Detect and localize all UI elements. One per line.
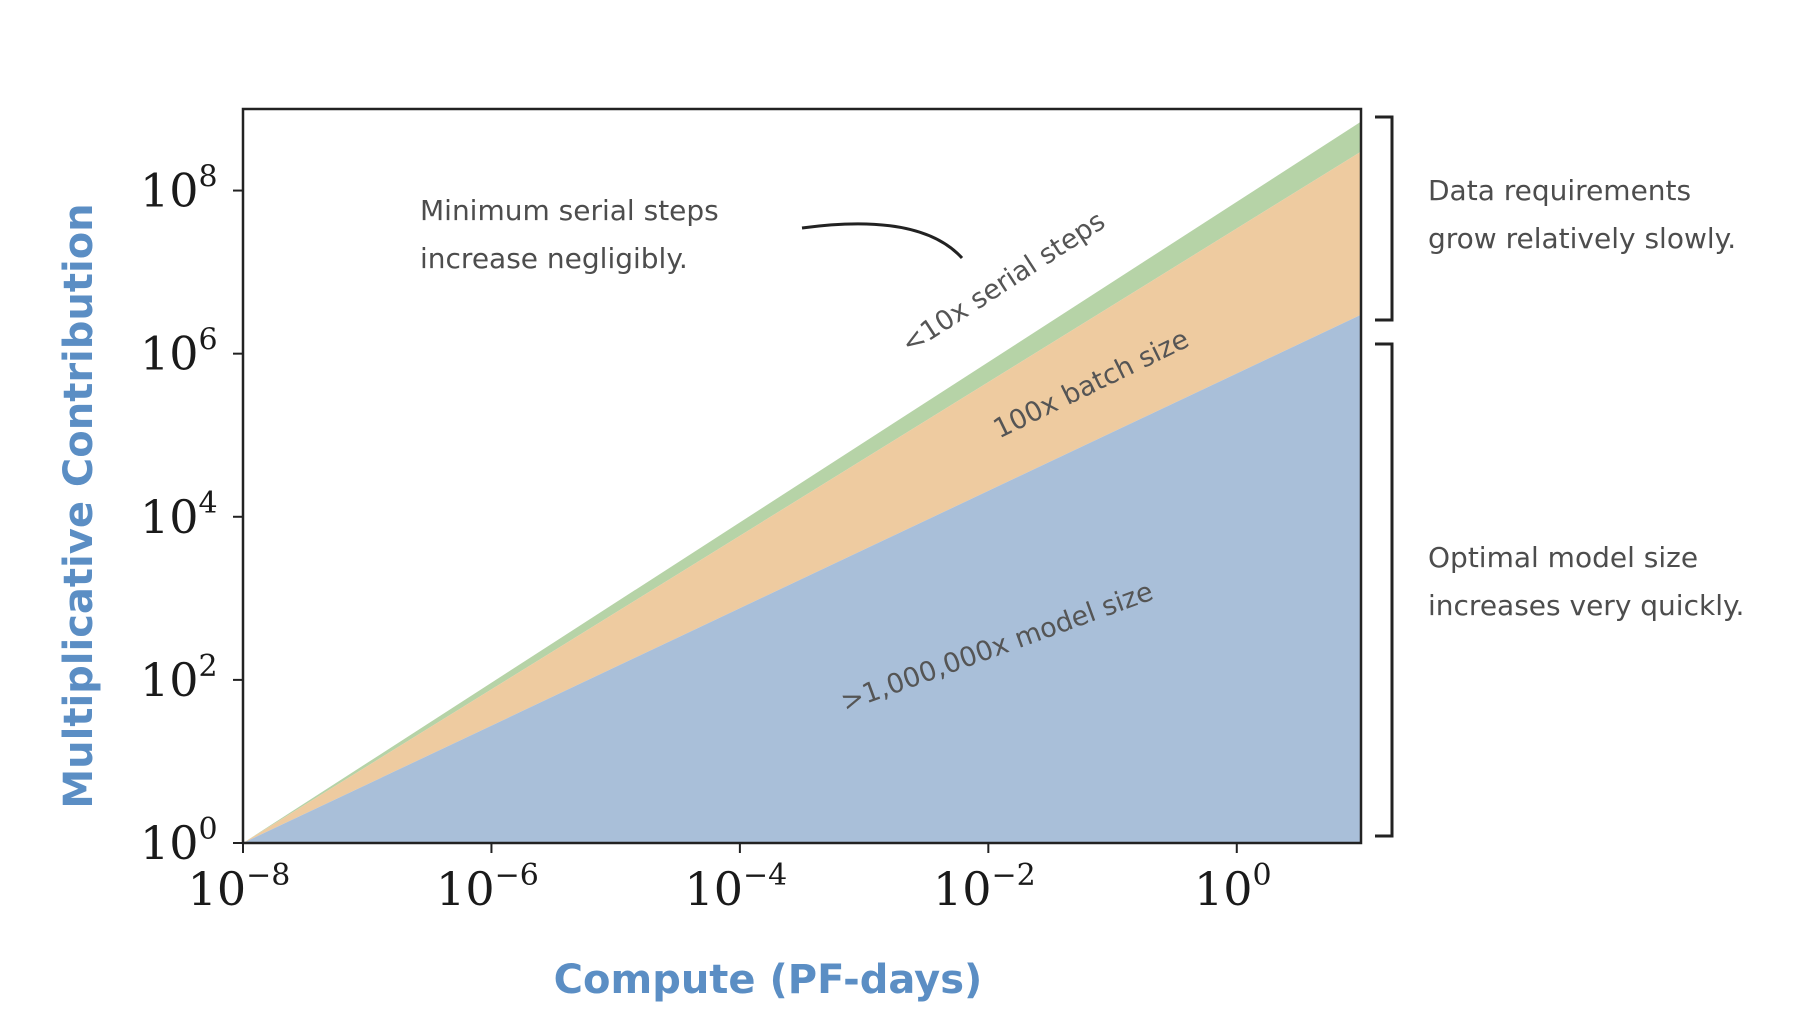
tick-layer: 10−8 10−6 10−4 10−2 100 100 102 104 106 108 bbox=[140, 160, 1272, 916]
annotation-data-note: Data requirements grow relatively slowly. bbox=[1428, 174, 1736, 255]
x-tick-label: 10−2 bbox=[933, 858, 1036, 916]
x-tick-label: 10−6 bbox=[436, 858, 539, 916]
y-tick-label: 108 bbox=[140, 160, 218, 218]
y-tick-label: 102 bbox=[140, 649, 218, 707]
plot-frame bbox=[241, 107, 1363, 845]
annotation-model-note: Optimal model size increases very quickly… bbox=[1428, 541, 1744, 622]
x-tick-label: 100 bbox=[1194, 858, 1272, 916]
y-axis-title: Multiplicative Contribution bbox=[56, 203, 102, 808]
annotation-serial-note: Minimum serial steps increase negligibly. bbox=[420, 194, 719, 275]
x-tick-label: 10−4 bbox=[684, 858, 787, 916]
bracket-data bbox=[1375, 115, 1394, 322]
y-tick-label: 100 bbox=[140, 812, 218, 870]
bracket-model bbox=[1375, 342, 1394, 838]
x-axis-title: Compute (PF-days) bbox=[554, 957, 983, 1003]
pointer-curve bbox=[801, 222, 964, 260]
area-band-model-size bbox=[243, 314, 1361, 844]
area-band-serial-steps bbox=[243, 121, 1361, 843]
annotation-layer: Minimum serial steps increase negligibly.… bbox=[420, 115, 1744, 838]
x-tick-label: 10−8 bbox=[188, 858, 291, 916]
area-band-batch-size bbox=[243, 151, 1361, 843]
area-layer bbox=[243, 121, 1361, 844]
y-tick-label: 106 bbox=[140, 323, 218, 381]
y-tick-label: 104 bbox=[140, 486, 218, 544]
